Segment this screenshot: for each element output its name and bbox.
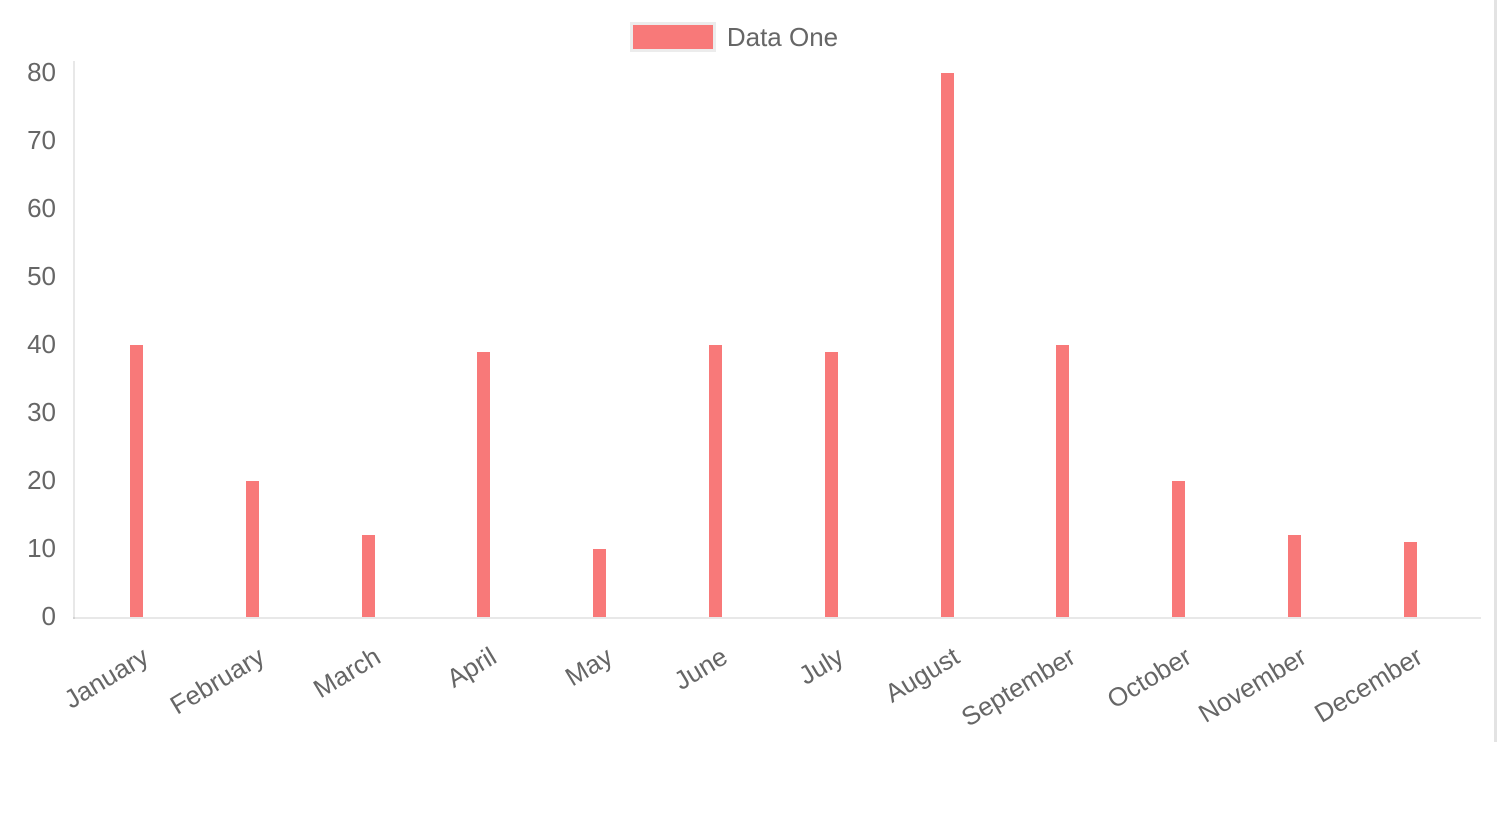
y-axis: 0 10 20 30 40 50 60 70 80 [0, 0, 56, 742]
y-tick-label: 10 [27, 532, 56, 563]
y-tick-label: 40 [27, 328, 56, 359]
bar-october[interactable] [1172, 481, 1186, 617]
y-tick-label: 80 [27, 56, 56, 87]
bar-april[interactable] [477, 351, 491, 617]
y-tick-label: 0 [41, 600, 56, 631]
bar-june[interactable] [708, 345, 722, 617]
y-tick-label: 60 [27, 192, 56, 223]
right-edge-divider [1494, 0, 1497, 742]
x-axis: January February March April May June July Augu… [59, 641, 1428, 732]
bar-february[interactable] [245, 481, 259, 617]
y-axis-line [73, 61, 75, 619]
legend: Data One [0, 22, 1468, 52]
bar-chart[interactable]: Data One 0 10 20 30 40 50 60 70 80 January Februa… [0, 0, 1500, 742]
y-tick-label: 50 [27, 260, 56, 291]
legend-swatch [629, 22, 716, 52]
bar-december[interactable] [1403, 542, 1417, 617]
y-tick-label: 20 [27, 464, 56, 495]
bar-november[interactable] [1287, 535, 1301, 617]
bar-january[interactable] [129, 345, 143, 617]
legend-label: Data One [726, 22, 839, 52]
y-tick-label: 70 [27, 124, 56, 155]
bar-september[interactable] [1056, 345, 1070, 617]
legend-item-data-one[interactable]: Data One [629, 22, 839, 52]
plot-area[interactable] [0, 0, 1500, 742]
bar-march[interactable] [361, 535, 375, 617]
x-axis-line [73, 617, 1481, 619]
bar-august[interactable] [940, 73, 954, 617]
y-tick-label: 30 [27, 396, 56, 427]
bar-may[interactable] [593, 549, 607, 617]
bar-july[interactable] [824, 351, 838, 617]
